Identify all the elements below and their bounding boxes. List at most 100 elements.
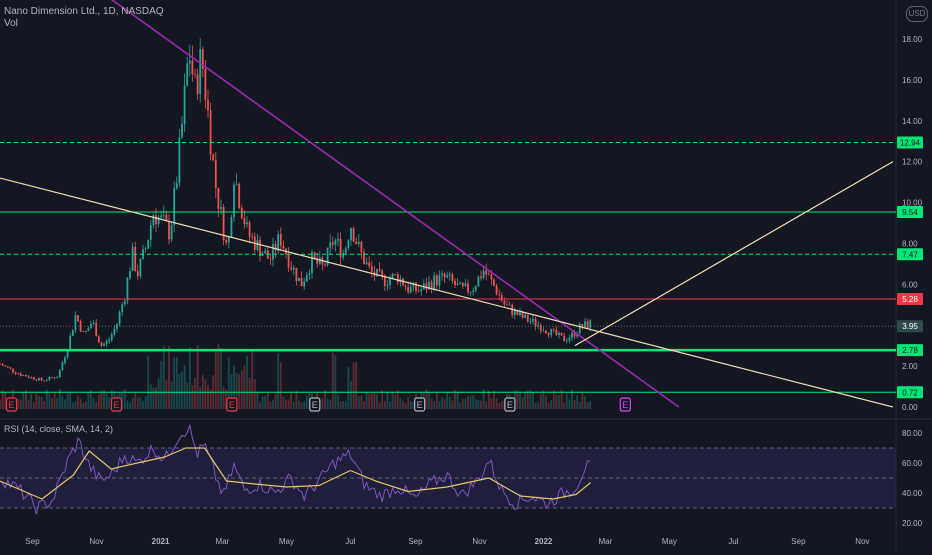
volume-bar [586,402,589,409]
volume-bar [274,393,277,409]
candle-body [201,49,204,69]
volume-bar [32,401,35,409]
candle-body [446,275,449,278]
candle-body [383,275,386,286]
candle-body [305,275,308,282]
candle-body [542,330,545,332]
volume-bar [474,399,477,409]
candle-body [474,286,477,291]
earnings-marker[interactable]: E [5,397,18,412]
date-tick-label: Mar [598,537,612,546]
earnings-marker[interactable]: E [619,397,631,412]
candle-body [222,207,225,241]
date-tick-label: 2022 [535,537,553,546]
volume-bar [350,381,352,409]
earnings-marker-label: E [417,400,423,410]
price-label-bg [897,136,923,149]
candle-body [363,252,365,265]
candle-body [58,369,61,378]
volume-bar [542,390,545,409]
volume-bars [0,344,592,409]
earnings-marker[interactable]: E [414,397,426,412]
volume-bar [469,396,472,409]
candle-body [74,315,77,330]
candle-body [248,222,251,237]
volume-bar [399,398,402,409]
volume-bar [220,347,222,409]
price-label-badge: 7.47 [897,248,923,261]
candle-body [461,282,464,287]
volume-bar [487,390,490,409]
candle-body [472,290,475,292]
candle-body [451,274,454,281]
candle-body [191,60,194,75]
earnings-marker[interactable]: E [226,397,238,412]
candle-body [565,340,568,342]
volume-bar [19,399,22,409]
candle-body [407,286,410,293]
volume-bar [545,395,547,409]
trendline [0,177,894,408]
candle-body [152,215,155,226]
volume-bar [131,397,134,409]
candle-body [175,183,178,189]
candle-body [589,320,592,328]
date-tick-label: Nov [472,537,486,546]
volume-bar [144,395,147,409]
volume-bar [181,371,183,409]
volume-bar [433,400,436,409]
volume-bar [467,396,469,409]
earnings-marker-box [414,397,426,412]
volume-bar [383,401,386,409]
price-label-text: 7.47 [902,250,918,259]
volume-bar [217,344,220,409]
volume-bar [162,346,165,409]
volume-bar [339,401,342,409]
horizontal-levels [0,141,896,393]
candle-body [43,380,46,382]
volume-bar [225,389,228,409]
volume-bar [581,391,584,409]
volume-bar [396,390,399,409]
candle-body [420,289,423,292]
volume-bar [4,392,7,409]
candle-body [337,238,339,241]
volume-bar [389,401,391,409]
volume-bar [519,391,521,409]
earnings-marker-box [5,397,18,412]
candle-body [173,188,176,225]
candle-body [32,377,35,380]
trendline [110,0,680,408]
candle-body [51,377,53,378]
volume-bar [71,402,74,409]
price-label-bg [897,205,923,218]
volume-bar [370,392,373,409]
price-tick-label: 2.00 [902,362,918,371]
earnings-marker[interactable]: E [309,397,321,412]
date-tick-label: Mar [216,537,230,546]
candle-body [443,273,446,278]
candle-body [227,237,230,243]
candle-body [425,283,428,290]
earnings-marker-box [619,397,631,412]
volume-bar [402,400,404,409]
volume-bar [264,396,267,409]
candle-body [251,236,254,238]
earnings-marker[interactable]: E [504,397,516,412]
volume-bar [30,393,33,409]
candle-body [402,278,404,286]
candle-body [459,282,462,284]
earnings-marker[interactable]: E [110,397,123,412]
price-label-bg [897,248,923,261]
volume-bar [134,392,137,409]
candle-body [433,275,436,290]
candle-body [334,240,337,245]
volume-bar [152,387,155,409]
currency-badge[interactable]: USD [906,6,928,22]
volume-bar [0,399,1,409]
volume-bar [498,402,501,409]
candle-body [19,373,22,376]
volume-bar [524,392,527,409]
